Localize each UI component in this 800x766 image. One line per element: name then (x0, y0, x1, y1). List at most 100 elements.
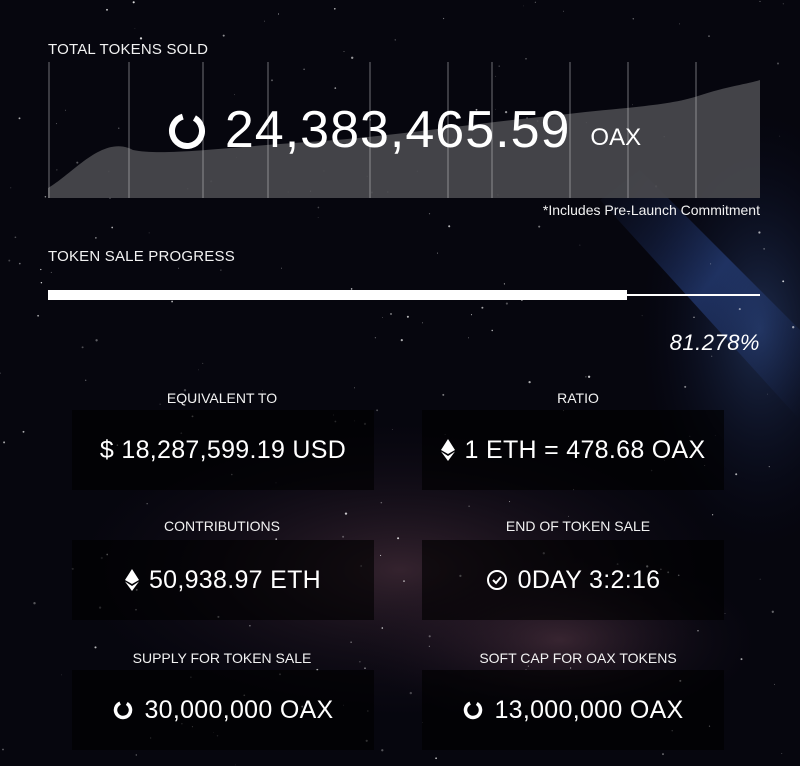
star (10, 187, 12, 189)
star (470, 314, 473, 316)
star (428, 635, 431, 638)
progress-bar-fill (48, 290, 627, 300)
star (44, 195, 47, 198)
star (569, 667, 572, 669)
star (40, 281, 43, 284)
star (767, 393, 768, 395)
equivalent-title: EQUIVALENT TO (166, 390, 278, 406)
soft-cap-value: 13,000,000 OAX (494, 695, 684, 724)
star (220, 269, 222, 271)
total-tokens-sold-amount: 24,383,465.59 (224, 101, 571, 159)
star (779, 135, 781, 137)
star (525, 57, 527, 60)
star (111, 226, 114, 229)
contributions-card: 50,938.97 ETH (72, 540, 374, 620)
star (235, 764, 236, 766)
star (3, 441, 6, 444)
star (56, 169, 58, 171)
star (271, 79, 273, 82)
spinner-icon (168, 113, 205, 150)
star (403, 580, 405, 582)
star (776, 62, 780, 65)
star (505, 302, 508, 305)
end-of-sale-value: 0DAY 3:2:16 (517, 565, 661, 594)
star (364, 667, 366, 670)
star (18, 117, 21, 120)
star (81, 346, 84, 349)
star (64, 109, 66, 111)
star (538, 225, 541, 228)
star (8, 259, 11, 262)
star (390, 313, 392, 315)
star (475, 108, 478, 111)
star (693, 316, 695, 318)
star (333, 7, 336, 10)
star (146, 503, 148, 505)
star (641, 315, 643, 317)
supply-title: SUPPLY FOR TOKEN SALE (132, 650, 312, 666)
star (534, 1, 536, 3)
star (380, 554, 382, 556)
supply-value: 30,000,000 OAX (144, 695, 334, 724)
star (662, 753, 664, 756)
star (491, 329, 493, 332)
star (275, 538, 278, 540)
pre-launch-footnote: *Includes Pre-Launch Commitment (542, 202, 760, 218)
star (0, 372, 1, 374)
star (381, 627, 384, 629)
total-tokens-sold-label: TOTAL TOKENS SOLD (48, 41, 209, 58)
star (193, 398, 196, 401)
star (2, 748, 4, 751)
contributions-value: 50,938.97 ETH (148, 565, 322, 594)
star (76, 161, 79, 164)
token-sale-progress-bar (48, 290, 760, 300)
star (724, 613, 726, 614)
star (503, 283, 505, 285)
star (792, 326, 795, 329)
star (37, 314, 40, 317)
star (334, 87, 337, 89)
star (400, 339, 403, 342)
soft-cap-title: SOFT CAP FOR OAX TOKENS (479, 650, 677, 666)
star (623, 530, 625, 532)
star (354, 387, 355, 389)
star (342, 535, 345, 538)
star (771, 610, 774, 613)
star (443, 17, 445, 20)
star (568, 515, 569, 517)
star (277, 13, 280, 15)
star (773, 683, 776, 685)
star (428, 645, 430, 647)
total-tokens-sold-value-row: 24,383,465.59 OAX (48, 62, 760, 198)
star (495, 75, 497, 77)
ratio-value: 1 ETH = 478.68 OAX (464, 435, 706, 464)
star (711, 355, 713, 357)
star (684, 385, 687, 388)
star (178, 267, 180, 269)
star (61, 674, 63, 676)
star (50, 271, 52, 273)
star (202, 362, 204, 364)
star (95, 237, 97, 239)
star (359, 661, 361, 663)
star (523, 5, 524, 7)
spinner-icon (112, 699, 134, 721)
star (376, 409, 379, 412)
star (782, 280, 785, 283)
star (481, 306, 484, 309)
contributions-title: CONTRIBUTIONS (164, 518, 280, 534)
star (627, 212, 630, 215)
star (391, 429, 393, 430)
star (525, 669, 527, 670)
star (135, 754, 137, 756)
star (527, 665, 529, 667)
star (350, 288, 353, 290)
star (351, 56, 354, 59)
star (106, 8, 108, 11)
tokens-sold-area-chart (48, 62, 760, 198)
star (509, 501, 511, 503)
star (33, 602, 36, 605)
star (380, 501, 383, 504)
end-of-sale-card: 0DAY 3:2:16 (422, 540, 724, 620)
star (14, 236, 17, 239)
